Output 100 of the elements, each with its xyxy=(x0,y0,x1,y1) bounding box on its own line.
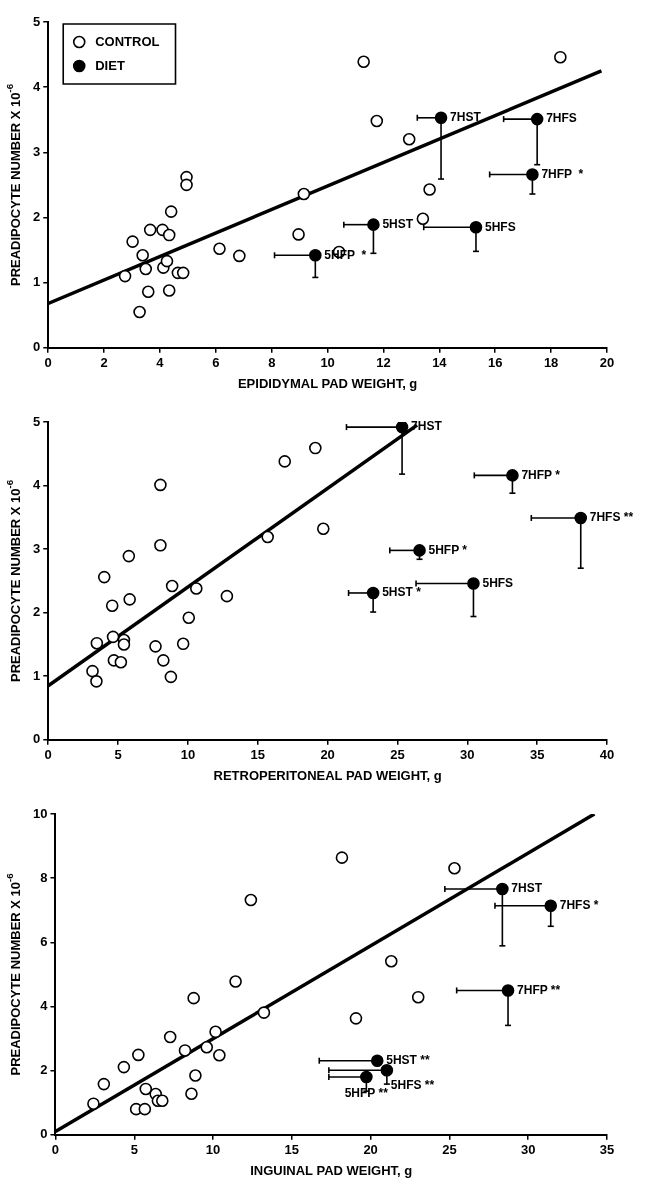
y-tick-label: 4 xyxy=(33,78,41,94)
annotation: 5HFS xyxy=(482,575,514,590)
point xyxy=(574,511,588,525)
y-axis-title: PREADIPOCYTE NUMBER X 10-6 xyxy=(3,479,23,683)
y-tick-label: 0 xyxy=(33,731,41,747)
annotation: 5HST * xyxy=(382,585,422,600)
point xyxy=(402,132,416,146)
point xyxy=(434,111,448,125)
point xyxy=(370,114,384,128)
point xyxy=(360,1070,373,1084)
point xyxy=(213,242,226,256)
point xyxy=(122,549,136,563)
x-tick-label: 25 xyxy=(390,747,405,763)
x-tick-label: 14 xyxy=(432,355,448,371)
y-tick-label: 5 xyxy=(33,13,41,29)
point xyxy=(278,455,292,468)
point xyxy=(139,1082,153,1096)
point xyxy=(114,655,128,669)
x-tick-label: 20 xyxy=(599,355,615,371)
point xyxy=(154,478,167,492)
point xyxy=(544,899,558,913)
point xyxy=(143,223,157,237)
y-tick-label: 2 xyxy=(33,209,41,225)
point xyxy=(506,469,519,482)
point xyxy=(316,522,330,536)
point xyxy=(370,1054,384,1067)
x-tick-label: 10 xyxy=(180,747,196,763)
annotation: 5HST xyxy=(382,216,414,231)
annotation: 7HFP * xyxy=(541,166,584,181)
point xyxy=(106,630,120,644)
point xyxy=(190,582,203,595)
x-tick-label: 15 xyxy=(284,1142,300,1158)
x-tick-label: 8 xyxy=(268,355,276,371)
point xyxy=(213,1048,226,1062)
point xyxy=(309,248,322,262)
point xyxy=(220,589,234,603)
point xyxy=(209,1025,222,1039)
point xyxy=(416,212,430,226)
point xyxy=(118,269,132,283)
point xyxy=(165,579,179,593)
y-tick-label: 2 xyxy=(33,604,41,620)
y-tick-label: 1 xyxy=(33,274,41,290)
point xyxy=(90,675,103,688)
x-tick-label: 4 xyxy=(156,355,165,371)
point xyxy=(117,1060,131,1074)
point xyxy=(357,55,370,69)
point xyxy=(469,220,483,234)
x-tick-label: 25 xyxy=(442,1142,457,1158)
legend-label: CONTROL xyxy=(95,33,160,49)
point xyxy=(384,954,398,968)
point xyxy=(530,112,544,126)
y-tick-label: 3 xyxy=(33,143,41,159)
point xyxy=(257,1006,271,1019)
annotation: 7HST xyxy=(511,881,543,896)
point xyxy=(117,638,131,651)
point xyxy=(162,284,176,297)
point xyxy=(380,1064,394,1077)
x-tick-label: 20 xyxy=(363,1142,378,1158)
x-tick-label: 30 xyxy=(460,747,475,763)
point xyxy=(366,586,380,600)
x-tick-label: 5 xyxy=(114,747,122,763)
point xyxy=(164,205,178,218)
x-axis-title: EPIDIDYMAL PAD WEIGHT, g xyxy=(237,375,418,391)
point xyxy=(86,664,99,678)
y-tick-label: 0 xyxy=(40,1126,48,1142)
x-tick-label: 30 xyxy=(520,1142,536,1158)
point xyxy=(292,228,305,241)
point xyxy=(261,530,274,544)
point xyxy=(180,178,193,192)
point xyxy=(163,1030,177,1044)
point xyxy=(87,1097,100,1110)
point xyxy=(367,218,380,231)
point xyxy=(105,599,119,612)
point xyxy=(138,1102,152,1116)
point xyxy=(133,305,146,319)
x-tick-label: 16 xyxy=(488,355,503,371)
x-tick-label: 18 xyxy=(543,355,559,371)
annotation: 7HFS ** xyxy=(589,510,634,525)
x-tick-label: 20 xyxy=(320,747,335,763)
annotation: 5HFS ** xyxy=(390,1077,435,1092)
point xyxy=(467,577,480,590)
point xyxy=(233,249,246,263)
point xyxy=(185,1087,198,1101)
point xyxy=(141,285,155,299)
point xyxy=(126,235,139,248)
x-tick-label: 35 xyxy=(529,747,545,763)
point xyxy=(501,984,515,997)
point xyxy=(349,1012,363,1025)
point xyxy=(182,611,196,625)
y-axis-title: PREADIPOCYTE NUMBER X 10-6 xyxy=(3,872,23,1076)
point xyxy=(157,654,170,667)
point xyxy=(309,441,322,455)
point xyxy=(335,851,349,864)
point xyxy=(395,422,409,434)
point xyxy=(176,266,190,280)
point xyxy=(132,1048,145,1062)
y-tick-label: 2 xyxy=(40,1062,48,1078)
y-tick-label: 1 xyxy=(33,667,41,683)
point xyxy=(154,539,167,552)
annotation: 5HST ** xyxy=(386,1053,430,1068)
